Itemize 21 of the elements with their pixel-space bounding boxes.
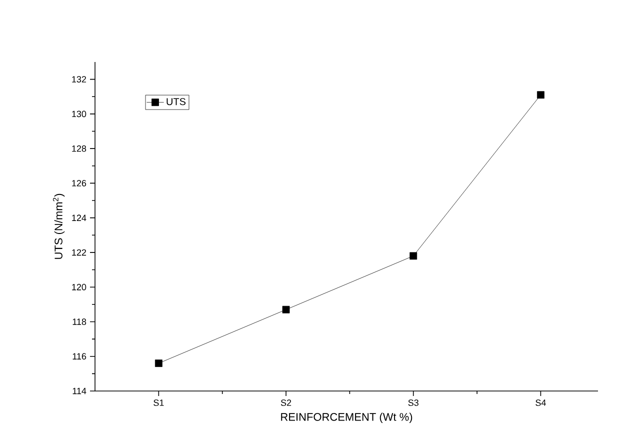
- y-tick-label: 124: [72, 214, 86, 221]
- legend-label: UTS: [166, 98, 186, 106]
- y-tick-label: 126: [72, 180, 86, 186]
- y-tick-label: 132: [72, 76, 86, 82]
- point: [537, 91, 544, 99]
- y-tick-label: 120: [72, 284, 86, 290]
- y-tick-label: 116: [72, 353, 86, 360]
- x-tick-label: S4: [536, 400, 546, 406]
- x-tick-label: S2: [280, 400, 292, 406]
- y-tick-label: 122: [72, 249, 86, 256]
- point: [154, 360, 162, 367]
- x-tick-label: S1: [154, 400, 164, 406]
- y-tick-label: 114: [72, 388, 86, 394]
- y-tick-label: 130: [72, 110, 86, 118]
- x-axis-title: REINFORCEMENT (Wt %): [281, 412, 412, 423]
- x-tick-label: S3: [408, 400, 418, 406]
- point: [282, 306, 290, 314]
- y-axis-title: UTS (N/mm$^{2}$): [52, 194, 65, 259]
- y-tick-label: 128: [72, 145, 86, 152]
- point: [410, 252, 418, 260]
- y-tick-label: 118: [72, 318, 86, 325]
